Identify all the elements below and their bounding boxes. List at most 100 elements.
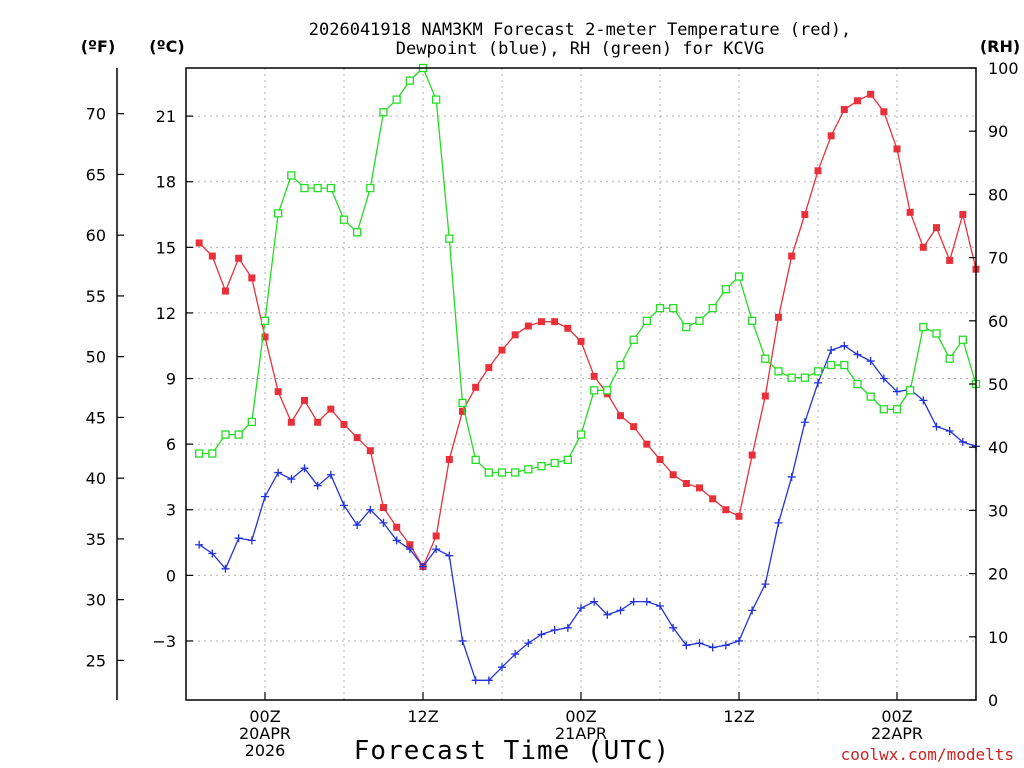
temperature-point [366,447,374,455]
rh-point [642,316,651,325]
temperature-point [380,504,387,512]
rh-point [511,468,520,477]
temperature-point [511,331,519,339]
dewpoint-point [247,536,256,545]
rh-tick-label: 80 [988,185,1008,204]
series-layer [195,63,981,685]
rh-point [945,354,954,363]
chart-title-line1: 2026041918 NAM3KM Forecast 2-meter Tempe… [309,20,851,40]
celsius-tick-label: 6 [166,435,176,454]
rh-point [208,449,217,458]
rh-point [669,304,678,313]
temperature-point [906,208,914,216]
temperature-point [933,224,940,232]
dewpoint-point [484,676,493,685]
x-tick-label: 20APR [239,724,291,743]
fahrenheit-tick-label: 30 [86,591,106,610]
temperature-point [314,418,322,426]
temperature-point [498,346,506,354]
x-tick-label: 00Z [249,707,280,726]
dewpoint-point [261,492,269,501]
temperature-point [959,211,967,219]
fahrenheit-tick-label: 40 [86,469,106,488]
temperature-point [867,90,875,98]
rh-point [247,417,256,427]
dewpoint-point [721,641,730,650]
x-tick-label: 00Z [565,707,596,726]
temperature-point [301,396,308,404]
rh-point [537,462,546,471]
fahrenheit-tick-label: 55 [86,287,106,306]
dewpoint-point [208,549,217,558]
temperature-point [432,532,440,540]
celsius-unit-label: (ºC) [149,37,184,56]
temperature-point [590,372,598,380]
dewpoint-point [919,396,928,405]
temperature-point [946,256,954,264]
series-dewpoint [195,341,980,685]
rh-point [339,215,349,224]
dewpoint-point [379,518,388,527]
temperature-point [682,480,690,488]
dewpoint-point [814,378,822,387]
rh-tick-label: 100 [988,59,1019,78]
rh-point [800,373,809,382]
celsius-tick-label: 21 [156,107,176,126]
temperature-point [643,440,651,448]
dewpoint-point [511,650,520,659]
series-temperature [195,90,980,571]
fahrenheit-tick-label: 50 [86,348,106,367]
rh-point [550,458,559,468]
temperature-point [617,412,624,420]
dewpoint-point [366,505,375,514]
rh-point [590,386,599,395]
dewpoint-point [787,472,796,481]
temperature-point [222,287,229,295]
rh-point [708,304,717,313]
rh-point [682,322,691,332]
dewpoint-point [629,597,638,606]
rh-tick-label: 50 [988,375,1008,394]
x-tick-label: 22APR [871,724,923,743]
chart-title-line2: Dewpoint (blue), RH (green) for KCVG [396,39,764,59]
temperature-point [287,418,295,426]
rh-tick-label: 0 [988,691,998,710]
dewpoint-point [774,518,783,527]
dewpoint-point [866,357,875,366]
x-tick-label: 2026 [245,741,286,760]
temperature-point [248,274,256,282]
dewpoint-point [195,540,204,549]
temperature-point [840,106,848,114]
rh-point [958,335,967,344]
dewpoint-point [313,481,322,490]
temperature-point [261,333,269,341]
rh-point [787,373,796,382]
rh-tick-label: 10 [988,628,1008,647]
temperature-point [814,167,822,175]
dewpoint-point [590,597,599,606]
fahrenheit-tick-label: 35 [86,530,106,549]
rh-point [405,76,414,85]
temperature-point [669,471,677,479]
celsius-tick-label: 3 [166,501,176,520]
rh-point [221,430,230,439]
rh-point [721,285,730,294]
rh-point [497,468,507,477]
rh-point [840,360,849,370]
rh-point [300,183,309,193]
dewpoint-point [656,601,664,610]
rh-point [813,367,823,376]
temperature-point [696,484,703,492]
temperature-point [340,420,348,428]
rh-point [576,430,586,439]
rh-point [195,449,204,458]
dewpoint-point [840,341,849,350]
rh-point [563,455,572,464]
rh-point [326,183,335,193]
rh-point [616,360,625,370]
temperature-point [722,506,730,514]
dewpoint-point [563,623,572,632]
dewpoint-point [498,663,506,672]
rh-tick-label: 90 [988,122,1008,141]
rh-point [748,316,757,325]
